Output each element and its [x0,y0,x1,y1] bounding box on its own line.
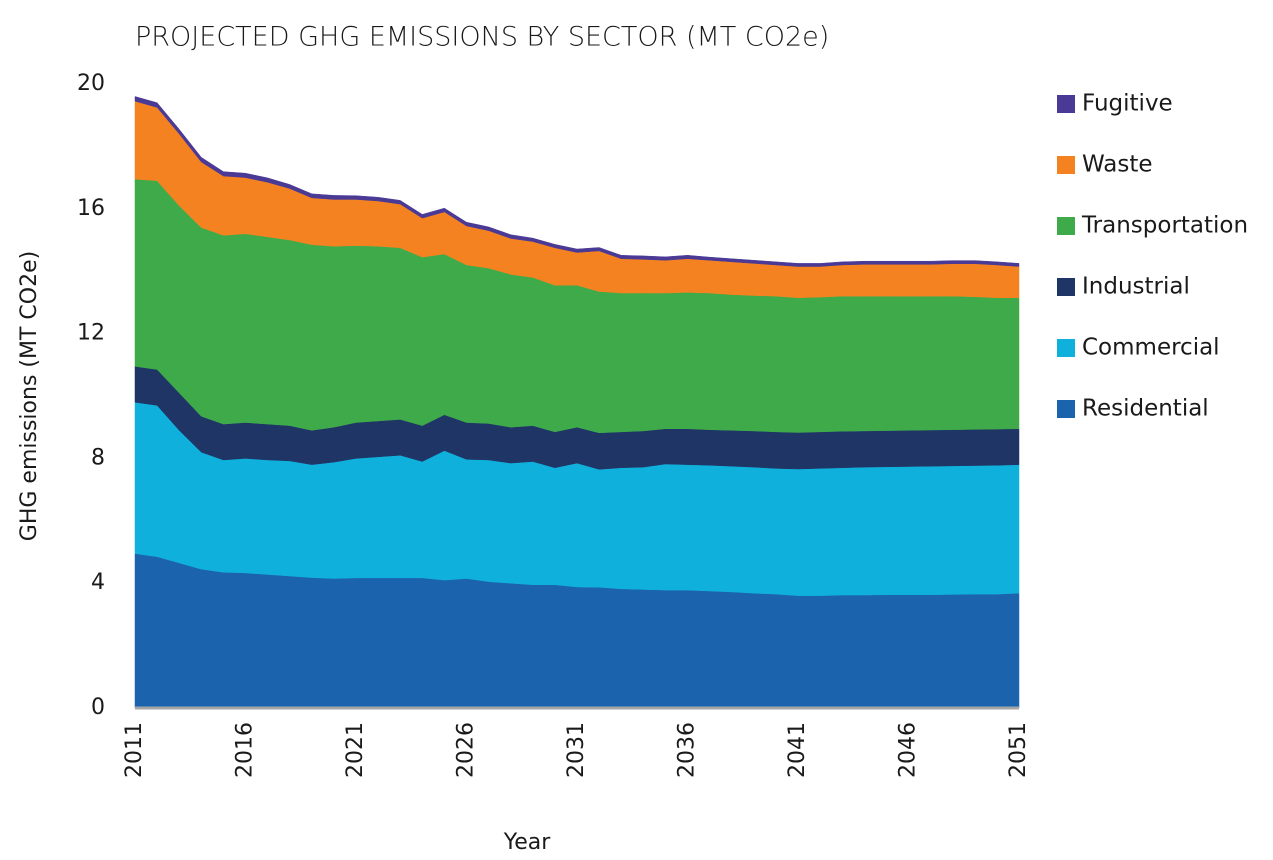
legend-swatch [1057,217,1075,235]
legend-label: Commercial [1082,335,1220,361]
area [134,96,1020,267]
x-tick-label: 2036 [675,722,700,778]
legend-label: Residential [1082,396,1209,422]
x-tick-label: 2021 [343,722,368,778]
legend-swatch [1057,156,1075,174]
x-tick-label: 2051 [1006,722,1031,778]
y-tick-label: 16 [77,196,105,221]
x-tick-label: 2046 [896,722,921,778]
y-tick-label: 8 [91,445,105,470]
legend-swatch [1057,278,1075,296]
x-tick-label: 2011 [122,722,147,778]
y-tick-label: 12 [77,321,105,346]
x-tick-label: 2026 [454,722,479,778]
legend-label: Waste [1082,152,1153,178]
legend-swatch [1057,95,1075,113]
chart-title: PROJECTED GHG EMISSIONS BY SECTOR (MT CO… [135,22,829,53]
y-tick-label: 0 [91,695,105,720]
y-tick-label: 20 [77,71,105,96]
legend-label: Transportation [1081,213,1248,239]
legend-label: Fugitive [1082,91,1173,117]
legend-label: Industrial [1082,274,1190,300]
legend-swatch [1057,339,1075,357]
y-tick-label: 4 [91,570,105,595]
x-tick-label: 2031 [564,722,589,778]
y-axis-label: GHG emissions (MT CO2e) [17,251,42,541]
x-tick-label: 2041 [785,722,810,778]
x-tick-label: 2016 [233,722,258,778]
legend-swatch [1057,400,1075,418]
x-axis-label: Year [503,830,552,855]
